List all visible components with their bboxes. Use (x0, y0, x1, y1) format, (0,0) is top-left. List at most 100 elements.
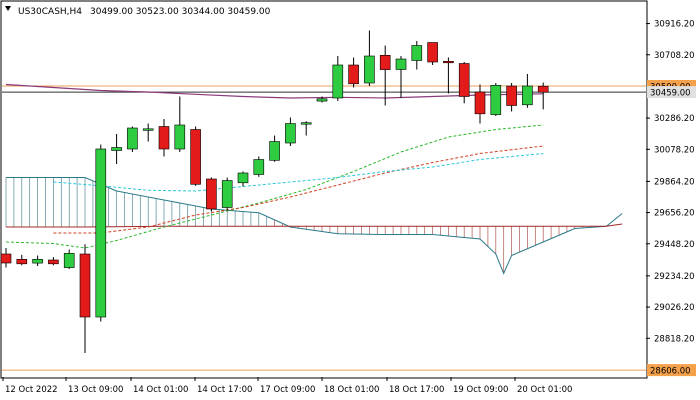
candle (95, 144, 107, 322)
candle (490, 83, 502, 116)
header: US30CASH,H4 30499.00 30523.00 30344.00 3… (5, 6, 271, 17)
x-tick-label: 17 Oct 09:00 (260, 385, 315, 395)
candles (0, 30, 549, 353)
candle-body (32, 258, 43, 264)
candle-body (269, 141, 280, 161)
candle (237, 171, 249, 187)
x-tick-label: 19 Oct 09:00 (453, 385, 508, 395)
candle-body (506, 85, 517, 106)
candle-body (316, 98, 328, 102)
plot-frame (0, 0, 648, 379)
ohlc-label: 30499.00 30523.00 30344.00 30459.00 (90, 7, 271, 17)
x-tick-label: 13 Oct 09:00 (68, 385, 123, 395)
candle (269, 135, 280, 162)
ma-purple-line (5, 83, 544, 99)
candle-body (364, 55, 375, 84)
candle (316, 96, 328, 103)
y-tick-label: 28818.20 (654, 334, 695, 344)
candle-body (16, 258, 28, 265)
candle-body (111, 147, 122, 151)
candle-body (63, 253, 75, 268)
y-tick-label: 29026.20 (654, 303, 695, 313)
price-axis: 30916.20 30708.20 30286.20 30078.20 29864.20… (646, 20, 696, 377)
x-tick-label: 12 Oct 2022 (5, 385, 58, 395)
candle-body (300, 122, 312, 125)
candle-body (142, 128, 154, 131)
candle (300, 121, 312, 136)
red-dashed-line (53, 145, 544, 234)
bottom-level-badge: 28606.00 (647, 364, 696, 377)
candle (253, 156, 265, 177)
candle-body (332, 64, 344, 99)
x-tick-label: 18 Oct 17:00 (389, 385, 444, 395)
candle-body (48, 259, 59, 265)
candle-body (379, 54, 391, 70)
symbol-label: US30CASH,H4 (18, 7, 82, 17)
candle (0, 248, 12, 268)
arrow-down-icon (5, 6, 11, 11)
cyan-dashed-line (53, 153, 544, 192)
candle-body (522, 85, 533, 106)
candle-body (348, 64, 359, 85)
candle (190, 126, 201, 186)
candle-body (95, 148, 107, 318)
candle (142, 123, 154, 142)
candle (427, 42, 438, 65)
candle-body (395, 58, 407, 70)
candle (221, 177, 233, 211)
candle (48, 257, 59, 266)
candle-body (158, 126, 170, 150)
candle (285, 117, 296, 146)
candle (32, 255, 43, 266)
candle (443, 57, 454, 94)
candle (206, 177, 217, 212)
cloud-upper-line (6, 177, 623, 275)
candle (364, 30, 375, 86)
candle (522, 74, 533, 108)
bottom-level-badge-bg (647, 364, 696, 377)
candle-body (427, 42, 438, 63)
y-tick-label: 29864.20 (654, 177, 695, 187)
candle (395, 56, 407, 98)
y-tick-label: 29448.20 (654, 240, 695, 250)
candle-body (237, 172, 249, 184)
y-tick-label: 30286.20 (654, 114, 695, 124)
candle (348, 57, 359, 88)
y-tick-label: 30916.20 (654, 20, 695, 30)
last-price-badge-text: 30459.00 (650, 89, 691, 99)
candle-body (206, 178, 217, 210)
candle (379, 45, 391, 106)
candle (474, 84, 486, 124)
y-tick-label: 29234.20 (654, 272, 695, 282)
candle (79, 244, 91, 353)
candle (158, 119, 170, 157)
candle (411, 41, 423, 70)
x-tick-label: 14 Oct 17:00 (197, 385, 252, 395)
candle-body (474, 91, 486, 115)
candle (63, 249, 75, 269)
candle-body (127, 127, 138, 150)
candle-body (190, 129, 201, 185)
time-axis: 12 Oct 2022 13 Oct 09:00 14 Oct 01:00 14 Oc… (2, 377, 572, 395)
candle-body (490, 85, 502, 115)
indicator-lines (5, 83, 544, 249)
candle-body (458, 63, 470, 97)
candle-body (537, 85, 549, 93)
y-tick-label: 30078.20 (654, 145, 695, 155)
candle (16, 254, 28, 266)
candle (506, 83, 517, 112)
candle (537, 82, 549, 110)
x-tick-label: 20 Oct 01:00 (517, 385, 572, 395)
y-tick-label: 29656.20 (654, 209, 695, 219)
candle (174, 96, 186, 152)
x-tick-label: 14 Oct 01:00 (133, 385, 188, 395)
candle (127, 126, 138, 152)
candle (111, 134, 122, 164)
last-price-badge: 30459.00 (647, 86, 696, 99)
candle-body (174, 124, 186, 150)
candle-body (79, 253, 91, 318)
candle-body (443, 60, 454, 64)
candle-body (253, 159, 265, 175)
candle-body (0, 253, 12, 264)
